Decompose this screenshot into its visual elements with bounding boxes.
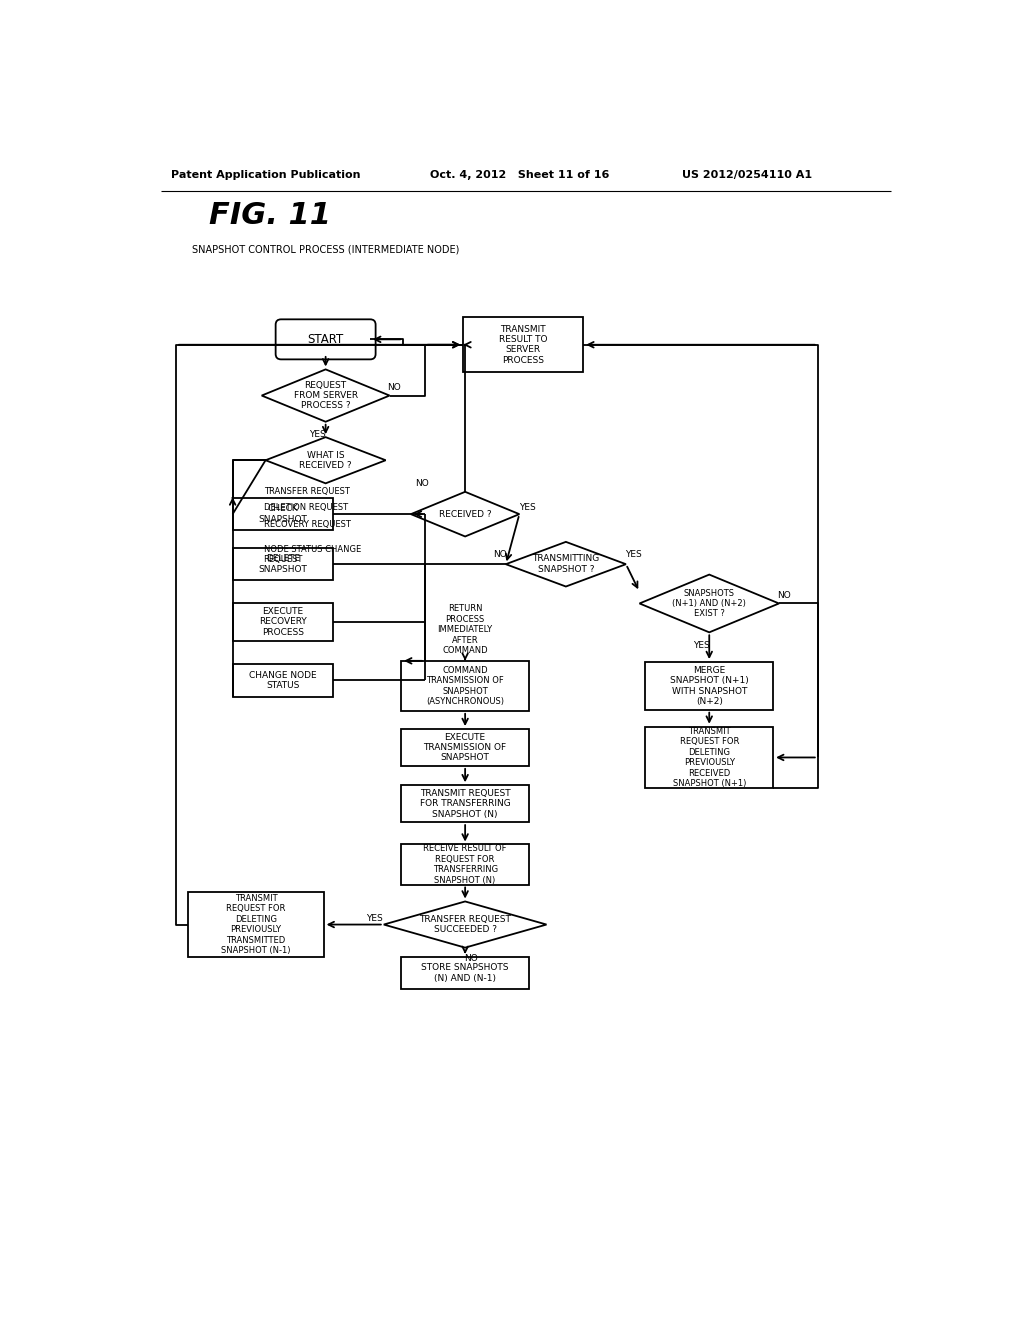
Bar [232, 498, 334, 531]
Text: STORE SNAPSHOTS
(N) AND (N-1): STORE SNAPSHOTS (N) AND (N-1) [421, 964, 509, 983]
Text: SNAPSHOT CONTROL PROCESS (INTERMEDIATE NODE): SNAPSHOT CONTROL PROCESS (INTERMEDIATE N… [191, 244, 460, 255]
Bar [401, 785, 529, 822]
Bar [188, 892, 324, 957]
Text: Patent Application Publication: Patent Application Publication [171, 170, 360, 180]
Text: NO: NO [777, 591, 792, 601]
Text: REQUEST
FROM SERVER
PROCESS ?: REQUEST FROM SERVER PROCESS ? [294, 380, 357, 411]
Text: MERGE
SNAPSHOT (N+1)
WITH SNAPSHOT
(N+2): MERGE SNAPSHOT (N+1) WITH SNAPSHOT (N+2) [670, 665, 749, 706]
Text: TRANSFER REQUEST: TRANSFER REQUEST [263, 487, 349, 495]
Bar [645, 726, 773, 788]
Text: DELETE
SNAPSHOT: DELETE SNAPSHOT [259, 554, 307, 574]
Text: CHECK
SNAPSHOT: CHECK SNAPSHOT [259, 504, 307, 524]
Text: TRANSMIT
RESULT TO
SERVER
PROCESS: TRANSMIT RESULT TO SERVER PROCESS [499, 325, 548, 364]
Text: US 2012/0254110 A1: US 2012/0254110 A1 [682, 170, 812, 180]
Text: SNAPSHOTS
(N+1) AND (N+2)
EXIST ?: SNAPSHOTS (N+1) AND (N+2) EXIST ? [673, 589, 746, 618]
Text: RECEIVED ?: RECEIVED ? [439, 510, 492, 519]
Text: TRANSFER REQUEST
SUCCEEDED ?: TRANSFER REQUEST SUCCEEDED ? [419, 915, 511, 935]
Text: COMMAND
TRANSMISSION OF
SNAPSHOT
(ASYNCHRONOUS): COMMAND TRANSMISSION OF SNAPSHOT (ASYNCH… [426, 665, 504, 706]
Bar [401, 845, 529, 884]
Text: EXECUTE
RECOVERY
PROCESS: EXECUTE RECOVERY PROCESS [259, 607, 307, 636]
Text: EXECUTE
TRANSMISSION OF
SNAPSHOT: EXECUTE TRANSMISSION OF SNAPSHOT [424, 733, 507, 763]
Text: YES: YES [309, 429, 327, 438]
Text: RECOVERY REQUEST: RECOVERY REQUEST [263, 520, 350, 529]
Bar [401, 661, 529, 711]
Text: TRANSMIT
REQUEST FOR
DELETING
PREVIOUSLY
TRANSMITTED
SNAPSHOT (N-1): TRANSMIT REQUEST FOR DELETING PREVIOUSLY… [221, 894, 291, 956]
Bar [463, 317, 584, 372]
Text: WHAT IS
RECEIVED ?: WHAT IS RECEIVED ? [299, 450, 352, 470]
Text: TRANSMITTING
SNAPSHOT ?: TRANSMITTING SNAPSHOT ? [532, 554, 599, 574]
Bar [401, 729, 529, 766]
Text: START: START [307, 333, 344, 346]
Text: Oct. 4, 2012   Sheet 11 of 16: Oct. 4, 2012 Sheet 11 of 16 [430, 170, 609, 180]
Text: YES: YES [519, 503, 536, 512]
Text: TRANSMIT
REQUEST FOR
DELETING
PREVIOUSLY
RECEIVED
SNAPSHOT (N+1): TRANSMIT REQUEST FOR DELETING PREVIOUSLY… [673, 727, 745, 788]
Text: NO: NO [416, 479, 429, 488]
Bar [645, 663, 773, 710]
Bar [232, 664, 334, 697]
Bar [232, 603, 334, 642]
Text: CHANGE NODE
STATUS: CHANGE NODE STATUS [249, 671, 316, 690]
Text: NO: NO [465, 954, 478, 962]
Bar [232, 548, 334, 581]
Text: TRANSMIT REQUEST
FOR TRANSFERRING
SNAPSHOT (N): TRANSMIT REQUEST FOR TRANSFERRING SNAPSH… [420, 789, 511, 818]
Text: YES: YES [625, 550, 642, 560]
Text: NO: NO [494, 550, 507, 560]
Text: RETURN
PROCESS
IMMEDIATELY
AFTER
COMMAND: RETURN PROCESS IMMEDIATELY AFTER COMMAND [437, 605, 493, 655]
Text: DELETION REQUEST: DELETION REQUEST [263, 503, 348, 512]
Text: YES: YES [693, 642, 710, 651]
Text: RECEIVE RESULT OF
REQUEST FOR
TRANSFERRING
SNAPSHOT (N): RECEIVE RESULT OF REQUEST FOR TRANSFERRI… [423, 845, 507, 884]
Bar [401, 957, 529, 989]
Text: NODE STATUS CHANGE
REQUEST: NODE STATUS CHANGE REQUEST [263, 545, 360, 565]
Text: NO: NO [387, 383, 400, 392]
Text: YES: YES [366, 913, 383, 923]
Text: FIG. 11: FIG. 11 [209, 201, 332, 230]
